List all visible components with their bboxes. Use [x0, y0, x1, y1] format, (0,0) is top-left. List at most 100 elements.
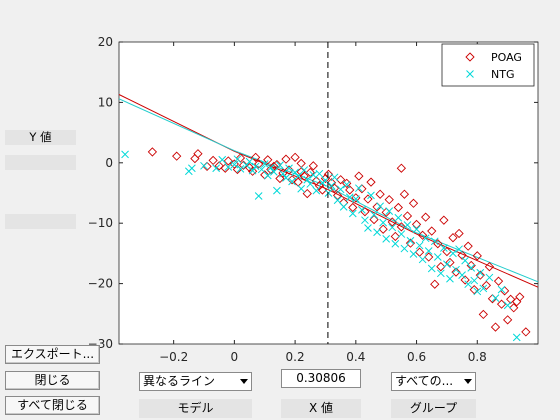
line-type-dropdown[interactable]: 異なるライン	[139, 372, 252, 391]
point-ntg	[330, 173, 339, 182]
legend-label-ntg: NTG	[491, 68, 514, 81]
point-poag	[281, 154, 291, 164]
point-poag	[424, 252, 434, 262]
group-dropdown[interactable]: すべての...	[391, 372, 476, 391]
point-ntg	[430, 237, 439, 246]
point-poag	[421, 212, 431, 222]
close-all-button[interactable]: すべて閉じる	[5, 396, 100, 415]
point-poag	[436, 262, 446, 272]
point-ntg	[497, 285, 506, 294]
point-poag	[503, 315, 513, 325]
point-ntg	[248, 166, 257, 175]
point-ntg	[263, 171, 272, 180]
point-poag	[484, 262, 495, 272]
point-poag	[308, 161, 318, 171]
point-poag	[469, 285, 479, 295]
point-ntg	[260, 160, 269, 168]
point-poag	[363, 194, 373, 204]
point-ntg	[200, 161, 208, 170]
point-poag	[490, 322, 501, 332]
x-value-label: X 値	[281, 399, 361, 418]
point-poag	[496, 299, 507, 309]
point-poag	[250, 152, 261, 163]
point-poag	[254, 159, 264, 169]
point-ntg	[233, 155, 242, 164]
point-poag	[396, 163, 407, 173]
point-poag	[193, 149, 203, 159]
y-tick-label: −20	[88, 277, 113, 291]
point-poag	[472, 251, 482, 261]
point-ntg	[300, 166, 309, 174]
point-poag	[402, 211, 413, 221]
legend-marker-poag	[465, 52, 475, 62]
point-ntg	[306, 180, 315, 188]
point-ntg	[336, 185, 345, 194]
point-ntg	[266, 163, 275, 172]
point-poag	[393, 202, 403, 213]
export-button[interactable]: エクスポート...	[5, 345, 100, 364]
x-tick-label: −0.2	[159, 350, 188, 364]
point-ntg	[121, 150, 129, 159]
y-value-label: Y 値	[5, 130, 76, 145]
y-tick-label: 20	[98, 35, 113, 49]
point-poag	[366, 177, 376, 187]
point-ntg	[315, 169, 324, 178]
point-poag	[506, 294, 516, 304]
point-ntg	[376, 202, 384, 211]
point-poag	[384, 195, 394, 205]
point-poag	[147, 147, 158, 157]
point-ntg	[403, 221, 412, 229]
point-poag	[329, 183, 340, 193]
point-ntg	[412, 225, 421, 234]
point-ntg	[476, 268, 485, 277]
point-ntg	[254, 192, 263, 200]
point-ntg	[461, 256, 469, 265]
point-poag	[378, 224, 388, 234]
point-poag	[223, 156, 233, 166]
point-ntg	[473, 287, 482, 296]
x-tick-label: 0.8	[468, 350, 487, 364]
point-ntg	[470, 276, 479, 285]
point-ntg	[479, 284, 488, 293]
point-poag	[509, 303, 519, 313]
point-poag	[314, 181, 325, 191]
y-tick-label: 10	[98, 95, 113, 109]
point-poag	[390, 231, 400, 242]
point-ntg	[348, 209, 357, 218]
point-poag	[266, 164, 276, 175]
point-ntg	[418, 255, 427, 264]
point-ntg	[282, 174, 290, 182]
point-ntg	[491, 294, 500, 302]
point-ntg	[397, 230, 406, 238]
point-ntg	[309, 171, 318, 179]
x-value-input[interactable]: 0.30806	[281, 369, 361, 388]
point-ntg	[367, 191, 375, 200]
point-ntg	[333, 196, 342, 205]
point-poag	[299, 171, 309, 181]
point-ntg	[485, 273, 494, 282]
point-ntg	[379, 218, 388, 227]
point-ntg	[415, 241, 424, 250]
point-poag	[290, 152, 300, 163]
point-poag	[396, 222, 407, 232]
point-poag	[214, 161, 224, 171]
point-poag	[336, 175, 346, 185]
point-ntg	[388, 223, 397, 232]
point-ntg	[409, 250, 418, 258]
point-poag	[284, 165, 294, 175]
point-poag	[354, 171, 364, 181]
point-poag	[457, 250, 467, 260]
point-ntg	[236, 164, 245, 173]
y-value-ci-display	[5, 214, 76, 229]
point-poag	[521, 327, 531, 337]
point-poag	[238, 160, 249, 170]
point-poag	[263, 155, 273, 165]
point-ntg	[406, 236, 415, 245]
point-ntg	[355, 184, 363, 193]
group-value: すべての...	[395, 374, 454, 388]
model-label: モデル	[139, 399, 252, 418]
point-poag	[417, 230, 428, 240]
point-ntg	[361, 216, 369, 225]
close-button[interactable]: 閉じる	[5, 371, 100, 390]
